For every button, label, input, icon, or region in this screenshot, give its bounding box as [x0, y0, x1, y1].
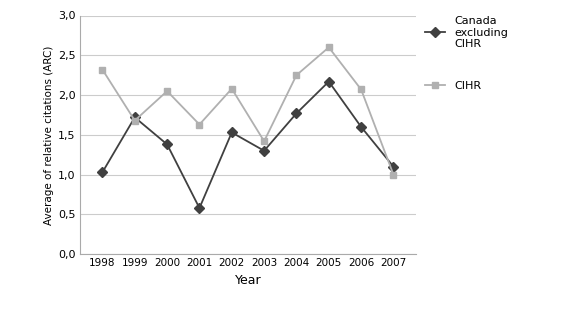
Y-axis label: Average of relative citations (ARC): Average of relative citations (ARC)	[44, 45, 54, 224]
Line: CIHR: CIHR	[99, 44, 397, 178]
CIHR	[196, 123, 203, 126]
CIHR	[99, 68, 106, 72]
CIHR	[325, 46, 332, 49]
Canada
excluding
CIHR	[293, 112, 300, 115]
Canada
excluding
CIHR	[260, 149, 267, 153]
CIHR	[229, 87, 235, 91]
Canada
excluding
CIHR	[99, 170, 106, 174]
CIHR	[164, 89, 170, 93]
Canada
excluding
CIHR	[325, 80, 332, 83]
Legend: Canada
excluding
CIHR, CIHR: Canada excluding CIHR, CIHR	[425, 16, 508, 91]
Canada
excluding
CIHR	[196, 206, 203, 210]
Canada
excluding
CIHR	[358, 125, 365, 129]
CIHR	[358, 88, 365, 91]
CIHR	[131, 119, 138, 122]
Canada
excluding
CIHR	[390, 165, 397, 169]
CIHR	[260, 140, 267, 143]
Canada
excluding
CIHR	[131, 116, 138, 119]
X-axis label: Year: Year	[235, 274, 261, 287]
CIHR	[293, 73, 300, 77]
Canada
excluding
CIHR	[229, 131, 235, 134]
Line: Canada
excluding
CIHR: Canada excluding CIHR	[99, 78, 397, 211]
Canada
excluding
CIHR	[164, 143, 170, 146]
CIHR	[390, 173, 397, 176]
